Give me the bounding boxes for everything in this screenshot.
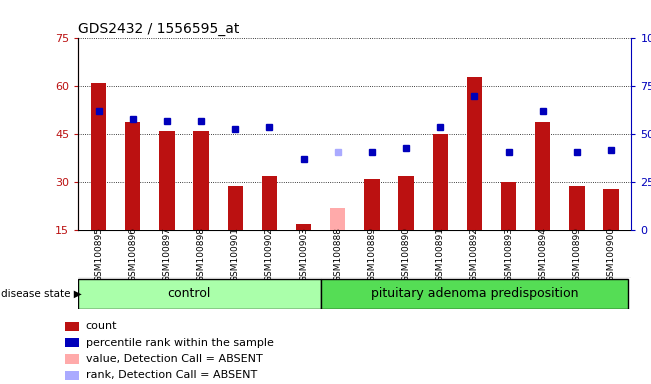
Text: GSM100900: GSM100900 xyxy=(607,227,615,282)
Text: value, Detection Call = ABSENT: value, Detection Call = ABSENT xyxy=(85,354,262,364)
Bar xyxy=(569,185,585,230)
Text: GSM100899: GSM100899 xyxy=(572,227,581,282)
Bar xyxy=(535,122,550,230)
Bar xyxy=(65,338,79,347)
Bar xyxy=(398,176,414,230)
Bar xyxy=(65,354,79,364)
Bar xyxy=(432,134,448,230)
Text: GSM100901: GSM100901 xyxy=(230,227,240,282)
Bar xyxy=(321,279,628,308)
Bar xyxy=(467,77,482,230)
Text: GSM100889: GSM100889 xyxy=(367,227,376,282)
Text: GSM100896: GSM100896 xyxy=(128,227,137,282)
Text: GSM100897: GSM100897 xyxy=(163,227,171,282)
Text: percentile rank within the sample: percentile rank within the sample xyxy=(85,338,273,348)
Text: GSM100903: GSM100903 xyxy=(299,227,308,282)
Bar xyxy=(330,208,346,230)
Bar xyxy=(296,224,311,230)
Bar xyxy=(501,182,516,230)
Text: GSM100898: GSM100898 xyxy=(197,227,206,282)
Bar xyxy=(125,122,141,230)
Text: pituitary adenoma predisposition: pituitary adenoma predisposition xyxy=(370,287,578,300)
Text: count: count xyxy=(85,321,117,331)
Bar xyxy=(364,179,380,230)
Text: rank, Detection Call = ABSENT: rank, Detection Call = ABSENT xyxy=(85,370,257,380)
Text: GSM100891: GSM100891 xyxy=(436,227,445,282)
Text: GDS2432 / 1556595_at: GDS2432 / 1556595_at xyxy=(78,22,240,36)
Text: GSM100890: GSM100890 xyxy=(402,227,411,282)
Text: GSM100893: GSM100893 xyxy=(504,227,513,282)
Bar xyxy=(65,322,79,331)
Text: GSM100888: GSM100888 xyxy=(333,227,342,282)
Bar xyxy=(193,131,209,230)
Bar xyxy=(78,279,321,308)
Bar xyxy=(65,371,79,380)
Bar xyxy=(159,131,174,230)
Text: GSM100895: GSM100895 xyxy=(94,227,103,282)
Bar xyxy=(91,83,106,230)
Text: GSM100892: GSM100892 xyxy=(470,227,479,282)
Bar xyxy=(262,176,277,230)
Text: GSM100894: GSM100894 xyxy=(538,227,547,282)
Text: GSM100902: GSM100902 xyxy=(265,227,274,282)
Text: disease state ▶: disease state ▶ xyxy=(1,289,81,299)
Bar xyxy=(228,185,243,230)
Text: control: control xyxy=(167,287,211,300)
Bar xyxy=(603,189,618,230)
